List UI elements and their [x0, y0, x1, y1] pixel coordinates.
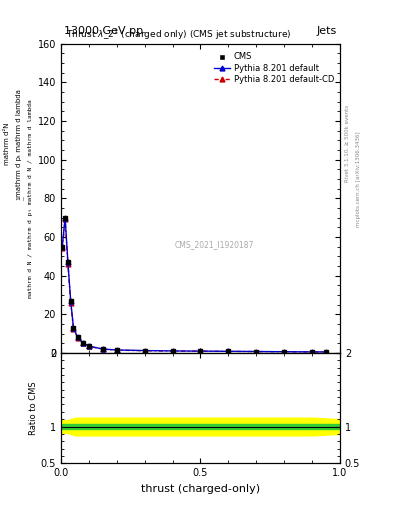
Text: Rivet 3.1.10, ≥ 500k events: Rivet 3.1.10, ≥ 500k events [345, 105, 350, 182]
Text: mathrm d pₜ mathrm d lambda: mathrm d pₜ mathrm d lambda [16, 90, 22, 197]
Text: 13000 GeV pp: 13000 GeV pp [64, 26, 143, 36]
Text: 1
―
mathrm d N / mathrm d pₜ mathrm d N / mathrm d lambda: 1 ― mathrm d N / mathrm d pₜ mathrm d N … [17, 99, 33, 297]
Text: mcplots.cern.ch [arXiv:1306.3436]: mcplots.cern.ch [arXiv:1306.3436] [356, 132, 361, 227]
Legend: CMS, Pythia 8.201 default, Pythia 8.201 default-CD: CMS, Pythia 8.201 default, Pythia 8.201 … [212, 51, 336, 86]
X-axis label: thrust (charged-only): thrust (charged-only) [141, 484, 260, 494]
Text: mathrm d²N: mathrm d²N [4, 122, 10, 165]
Text: Jets: Jets [317, 26, 337, 36]
Text: Thrust $\lambda\_2^1$ (charged only) (CMS jet substructure): Thrust $\lambda\_2^1$ (charged only) (CM… [66, 28, 292, 42]
Text: CMS_2021_I1920187: CMS_2021_I1920187 [175, 240, 254, 249]
Y-axis label: Ratio to CMS: Ratio to CMS [29, 381, 38, 435]
